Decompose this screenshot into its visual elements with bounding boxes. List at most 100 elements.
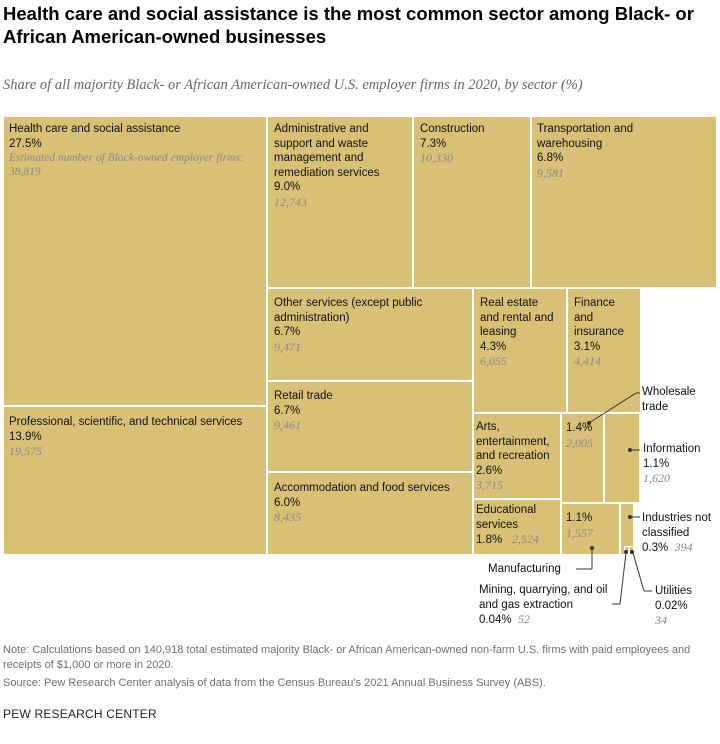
leader-mining-dot xyxy=(624,550,628,554)
leader-utilities-up xyxy=(632,552,645,592)
tile-name: Other services (except public administra… xyxy=(274,297,423,324)
callout-name: Industries not classified xyxy=(642,512,712,539)
callout-percent: 0.02% xyxy=(655,599,688,612)
tile-label-real-estate-and-rental-and-leasing: Real estate and rental and leasing 4.3% 6,… xyxy=(480,296,560,369)
tile-label-arts-entertainment-and-recreation: Arts, entertainment, and recreation 2.6% 3… xyxy=(476,420,562,493)
callout-wholesale-trade: Wholesale trade xyxy=(642,385,718,414)
tile-name: Finance and insurance xyxy=(574,297,624,338)
leader-utilities-dot xyxy=(630,550,634,554)
treemap-tile-wholesale-trade xyxy=(561,413,604,503)
tile-label-educational-services: Educational services 1.8% 2,524 xyxy=(476,503,562,548)
treemap-tile-educational-services xyxy=(473,499,561,555)
leader-mining-up xyxy=(619,552,627,605)
tile-count: 2,524 xyxy=(511,532,539,546)
callout-industries-not-classified: Industries not classified 0.3% 394 xyxy=(642,511,720,556)
treemap-tile-finance-and-insurance xyxy=(567,288,641,413)
tile-label-transportation-and-warehousing: Transportation and warehousing 6.8% 9,581 xyxy=(537,122,657,180)
treemap-tile-health-care-and-social-assistance xyxy=(3,116,267,406)
footnote-source: Source: Pew Research Center analysis of … xyxy=(3,677,546,689)
treemap-tile-administrative-and-support-and-waste-management-and-remediation-services xyxy=(267,116,413,288)
tile-label-other-services-except-public-administration: Other services (except public administra… xyxy=(274,296,464,354)
callout-name: Information xyxy=(643,443,701,455)
tile-percent: 6.0% xyxy=(274,496,301,509)
treemap-tile-mining-quarrying-and-oil-and-gas-extraction xyxy=(624,546,629,555)
tile-count: 9,581 xyxy=(537,165,564,180)
callout-name: Manufacturing xyxy=(488,563,561,575)
tile-name: Health care and social assistance xyxy=(9,123,181,135)
leader-information-dot xyxy=(628,448,632,452)
callout-name: Mining, quarrying, and oil and gas extra… xyxy=(479,584,608,611)
tile-name: Arts, entertainment, and recreation xyxy=(476,421,550,462)
tile-label-construction: Construction 7.3% 10,330 xyxy=(420,122,526,166)
tile-label-manufacturing: 1.1% 1,557 xyxy=(566,511,620,540)
tile-count: 9,461 xyxy=(274,418,301,432)
tile-percent: 1.4% xyxy=(566,422,593,434)
tile-count: 3,715 xyxy=(476,478,503,492)
treemap-tile-industries-not-classified xyxy=(620,503,634,555)
count-explainer: Estimated number of Black-owned employer… xyxy=(9,152,244,178)
tile-count: 12,743 xyxy=(274,194,307,209)
tile-percent: 6.8% xyxy=(537,152,564,164)
tile-count: 10,330 xyxy=(420,151,453,165)
tile-percent: 2.6% xyxy=(476,464,503,477)
tile-label-professional-scientific-and-technical-services: Professional, scientific, and technical … xyxy=(9,415,259,459)
callout-information: Information 1.1% 1,620 xyxy=(643,442,717,486)
treemap-tile-professional-scientific-and-technical-services xyxy=(3,406,267,555)
tile-percent: 1.1% xyxy=(566,512,593,524)
callout-percent: 0.04% xyxy=(479,614,512,626)
tile-label-administrative-and-support-and-waste-management-and-remediation-services: Administrative and support and waste man… xyxy=(274,122,410,209)
tile-percent: 7.3% xyxy=(420,137,447,150)
tile-count: 6,055 xyxy=(480,354,507,368)
chart-subtitle: Share of all majority Black- or African … xyxy=(3,77,583,93)
treemap-tile-arts-entertainment-and-recreation xyxy=(473,413,561,499)
tile-label-finance-and-insurance: Finance and insurance 3.1% 4,414 xyxy=(574,296,636,369)
leader-wholesale-diag xyxy=(588,392,637,424)
tile-name: Construction xyxy=(420,123,485,135)
treemap-tile-real-estate-and-rental-and-leasing xyxy=(473,288,567,413)
treemap-tile-other-services-except-public-administration xyxy=(267,288,473,381)
tile-percent: 27.5% xyxy=(9,137,42,150)
callout-manufacturing: Manufacturing xyxy=(488,562,578,577)
leader-wholesale-dot xyxy=(587,421,591,425)
callout-count: 34 xyxy=(655,613,667,627)
treemap-tile-information xyxy=(604,413,640,503)
tile-count: 1,557 xyxy=(566,525,593,540)
chart-title: Health care and social assistance is the… xyxy=(3,3,694,47)
callout-name: Utilities xyxy=(655,585,693,597)
tile-name: Real estate and rental and leasing xyxy=(480,297,554,338)
callout-mining: Mining, quarrying, and oil and gas extra… xyxy=(479,583,619,628)
tile-percent: 1.8% xyxy=(476,534,503,546)
treemap-tile-accommodation-and-food-services xyxy=(267,472,473,555)
tile-label-health-care-and-social-assistance: Health care and social assistance 27.5% Es… xyxy=(9,122,259,179)
footnote-note: Note: Calculations based on 140,918 tota… xyxy=(3,644,691,671)
tile-percent: 13.9% xyxy=(9,430,42,443)
tile-label-accommodation-and-food-services: Accommodation and food services 6.0% 8,435 xyxy=(274,481,464,525)
tile-percent: 3.1% xyxy=(574,340,601,353)
callout-count: 394 xyxy=(674,540,693,554)
treemap-tile-manufacturing xyxy=(561,503,620,555)
tile-name: Professional, scientific, and technical … xyxy=(9,416,243,428)
callout-count: 52 xyxy=(518,612,530,626)
tile-percent: 4.3% xyxy=(480,340,507,353)
tile-name: Retail trade xyxy=(274,390,333,402)
treemap-tile-utilities xyxy=(629,546,634,555)
tile-count: 2,005 xyxy=(566,435,593,450)
tile-label-wholesale-trade: 1.4% 2,005 xyxy=(566,421,604,450)
tile-count: 4,414 xyxy=(574,354,601,368)
callout-utilities: Utilities 0.02% 34 xyxy=(655,584,717,628)
tile-name: Educational services xyxy=(476,504,537,531)
treemap-tile-retail-trade xyxy=(267,381,473,472)
treemap-tile-transportation-and-warehousing xyxy=(531,116,717,288)
tile-percent: 6.7% xyxy=(274,404,301,417)
tile-count: 9,471 xyxy=(274,339,301,354)
tile-percent: 9.0% xyxy=(274,181,301,193)
tile-name: Accommodation and food services xyxy=(274,482,450,494)
tile-count: 19,575 xyxy=(9,444,42,458)
tile-percent: 6.7% xyxy=(274,326,301,338)
treemap-tile-construction xyxy=(413,116,531,288)
leader-manufacturing-dot xyxy=(590,546,594,550)
tile-name: Transportation and warehousing xyxy=(537,123,634,150)
leader-industries-dot xyxy=(628,515,632,519)
callout-name: Wholesale trade xyxy=(642,386,696,413)
